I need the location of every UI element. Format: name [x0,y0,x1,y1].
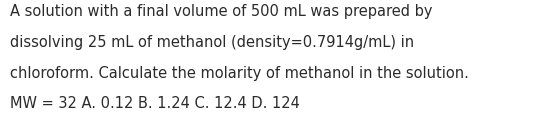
Text: A solution with a final volume of 500 mL was prepared by: A solution with a final volume of 500 mL… [10,4,432,19]
Text: dissolving 25 mL of methanol (density=0.7914g/mL) in: dissolving 25 mL of methanol (density=0.… [10,35,414,50]
Text: MW = 32 A. 0.12 B. 1.24 C. 12.4 D. 124: MW = 32 A. 0.12 B. 1.24 C. 12.4 D. 124 [10,96,300,111]
Text: chloroform. Calculate the molarity of methanol in the solution.: chloroform. Calculate the molarity of me… [10,66,469,81]
